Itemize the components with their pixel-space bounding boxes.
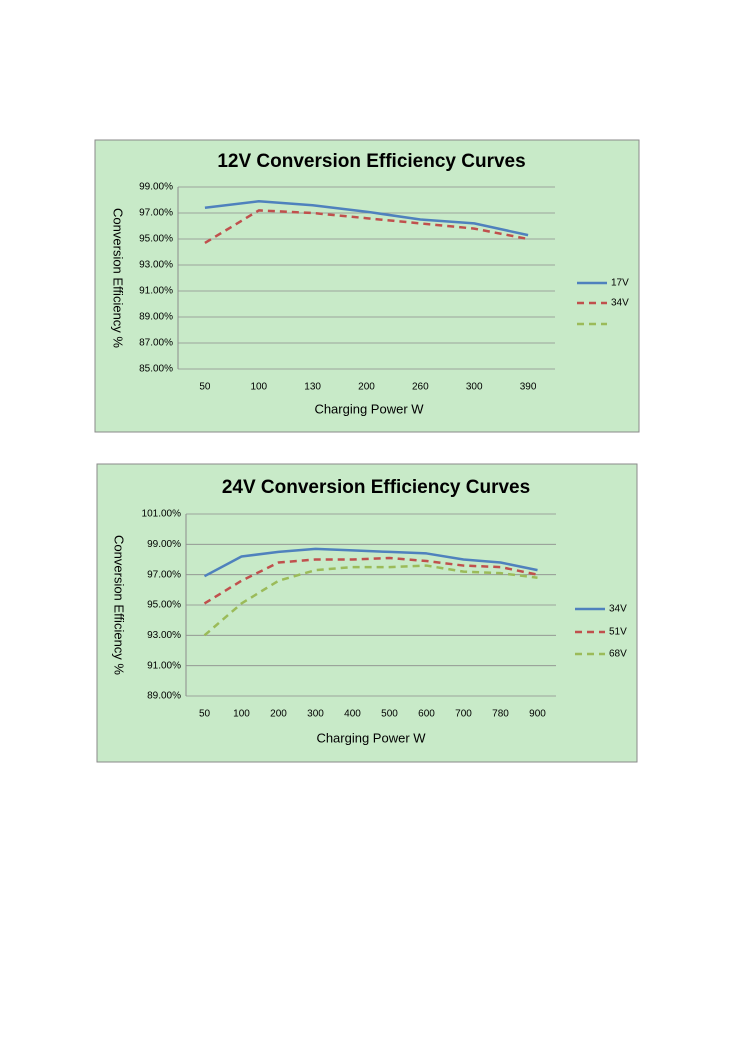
y-tick-label: 99.00% [147,539,181,550]
series-line [204,200,529,237]
chart-title: 24V Conversion Efficiency Curves [222,477,530,498]
y-tick-label: 93.00% [139,260,173,271]
x-tick-label: 600 [418,709,435,720]
x-tick-label: 900 [529,709,546,720]
x-tick-label: 100 [250,382,267,393]
x-tick-label: 300 [307,709,324,720]
x-tick-label: 700 [455,709,472,720]
x-tick-label: 50 [199,382,211,393]
series-line [204,209,529,244]
chart: 12V Conversion Efficiency Curves Conversi… [94,139,640,433]
x-axis-title: Charging Power W [314,401,424,416]
x-tick-label: 50 [199,709,211,720]
x-tick-label: 200 [270,709,287,720]
y-tick-label: 99.00% [139,182,173,193]
x-tick-label: 390 [520,382,537,393]
series-line [203,547,538,578]
y-tick-label: 97.00% [147,569,181,580]
y-tick-label: 89.00% [139,312,173,323]
y-tick-label: 97.00% [139,208,173,219]
x-tick-label: 500 [381,709,398,720]
legend-label: 17V [611,278,629,289]
x-tick-label: 200 [358,382,375,393]
x-tick-label: 100 [233,709,250,720]
x-tick-label: 300 [466,382,483,393]
chart-title: 12V Conversion Efficiency Curves [217,151,525,172]
series-line [203,556,538,605]
y-tick-label: 95.00% [139,234,173,245]
x-tick-label: 780 [492,709,509,720]
legend-label: 51V [609,627,627,638]
x-tick-label: 130 [304,382,321,393]
x-tick-label: 260 [412,382,429,393]
chart: 24V Conversion Efficiency Curves Conversi… [96,463,638,763]
y-tick-label: 89.00% [147,691,181,702]
legend-label: 34V [611,298,629,309]
y-tick-label: 91.00% [147,660,181,671]
y-tick-label: 101.00% [142,509,182,520]
series-line [203,564,538,637]
chart-background [94,139,640,433]
y-tick-label: 87.00% [139,338,173,349]
y-tick-label: 95.00% [147,600,181,611]
x-axis-title: Charging Power W [316,730,426,745]
x-tick-label: 400 [344,709,361,720]
y-axis-title: Conversion Efficiency % [112,535,127,675]
legend-label: 34V [609,604,627,615]
y-axis-title: Conversion Efficiency % [111,208,126,348]
y-tick-label: 85.00% [139,364,173,375]
y-tick-label: 91.00% [139,286,173,297]
y-tick-label: 93.00% [147,630,181,641]
legend-label: 68V [609,649,627,660]
